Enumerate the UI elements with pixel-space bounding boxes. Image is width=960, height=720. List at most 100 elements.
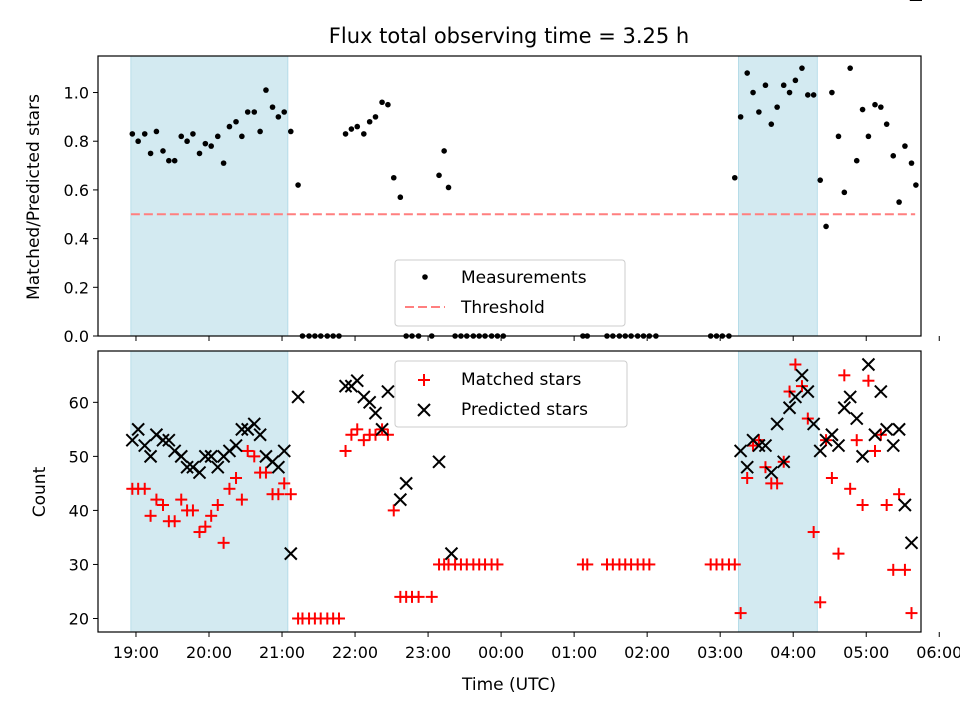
matched-star-point [425, 590, 438, 603]
y-tick-label: 0.0 [64, 327, 89, 346]
measurement-point [348, 126, 355, 132]
y-tick-label: 60 [69, 393, 89, 412]
measurement-point [762, 82, 769, 89]
legend-measurements-label: Measurements [461, 268, 587, 288]
measurement-point [295, 182, 301, 188]
y-tick-label: 0.4 [64, 230, 89, 249]
predicted-star-point [813, 444, 827, 458]
measurement-point [208, 143, 214, 149]
measurement-point [214, 133, 221, 140]
matched-star-point [893, 488, 906, 501]
measurement-point [445, 184, 452, 191]
predicted-star-point [284, 546, 298, 561]
predicted-star-point [770, 417, 784, 431]
predicted-star-point [444, 546, 459, 561]
predicted-star-point [198, 449, 213, 464]
matched-star-point [862, 374, 875, 387]
predicted-star-point [831, 438, 846, 453]
measurement-point [372, 114, 379, 120]
matched-star-point [643, 558, 656, 571]
y-tick-label: 0.6 [64, 181, 89, 200]
measurement-point [287, 128, 294, 135]
measurement-point [865, 133, 872, 140]
predicted-star-point [253, 428, 267, 442]
legend-threshold-label: Threshold [460, 298, 545, 318]
matched-star-point [272, 488, 285, 501]
matched-star-point [814, 596, 827, 609]
matched-star-point [850, 434, 863, 447]
predicted-star-point [211, 460, 225, 474]
shaded-span [130, 55, 289, 337]
measurement-point [902, 143, 908, 149]
matched-star-point [832, 547, 845, 560]
y-tick-label: 1.0 [64, 84, 89, 103]
measurement-point [744, 70, 750, 76]
measurement-point [141, 131, 148, 137]
shaded-span [738, 350, 818, 633]
predicted-star-point [861, 357, 876, 372]
predicted-star-point [399, 476, 413, 491]
figure-title: Flux total observing time = 3.25 h [329, 24, 689, 48]
predicted-star-point [271, 460, 286, 474]
matched-star-point [138, 482, 151, 495]
bottom-axes-frame [97, 350, 922, 633]
top-legend-box [394, 259, 626, 327]
measurement-point [799, 65, 805, 71]
legend-predicted-label: Predicted stars [461, 400, 588, 420]
predicted-star-point [758, 438, 773, 453]
measurement-point [731, 174, 738, 181]
predicted-star-point [733, 444, 748, 458]
measurement-point [835, 133, 842, 140]
shaded-span [130, 350, 289, 633]
matched-star-point [898, 563, 911, 576]
predicted-star-point [892, 422, 906, 437]
top-x-ticks [135, 336, 940, 341]
measurement-point [147, 150, 154, 157]
matched-star-point [230, 471, 243, 484]
bottom-y-axis-label: Count [30, 466, 50, 517]
predicted-star-point [291, 390, 305, 404]
x-tick-label: 23:00 [405, 643, 451, 662]
predicted-star-point [837, 401, 852, 415]
measurement-point [792, 77, 799, 84]
measurement-point [896, 199, 902, 205]
matched-star-point [332, 612, 345, 625]
bottom-y-axis: 20 30 40 50 60 [69, 393, 98, 628]
x-tick-label: 02:00 [624, 643, 670, 662]
matched-star-point [144, 509, 157, 522]
measurement-point [190, 131, 196, 137]
measurement-point [847, 65, 853, 71]
measurement-point [756, 109, 762, 115]
bottom-legend: Matched stars Predicted stars [394, 360, 628, 428]
y-tick-label: 20 [69, 609, 89, 628]
x-tick-label: 04:00 [770, 643, 816, 662]
measurement-point [878, 104, 884, 110]
predicted-star-point [879, 422, 894, 437]
matched-star-point [905, 607, 918, 620]
predicted-star-point [752, 438, 766, 453]
predicted-star-point [806, 417, 821, 431]
measurement-point [859, 106, 866, 113]
measurement-point [166, 157, 172, 164]
predicted-star-point [782, 401, 797, 415]
top-legend: Measurements Threshold [394, 259, 626, 327]
measurement-point [239, 133, 245, 140]
y-tick-label: 30 [69, 555, 89, 574]
measurement-point [275, 114, 282, 120]
matched-star-point [412, 590, 425, 603]
predicted-star-point [162, 433, 176, 447]
measurement-point [872, 101, 878, 108]
x-tick-label: 03:00 [697, 643, 743, 662]
matched-star-point [278, 477, 291, 490]
predicted-star-point [174, 449, 188, 464]
predicted-star-point [131, 422, 145, 437]
predicted-star-point [375, 422, 389, 437]
predicted-star-point [777, 455, 791, 469]
matched-star-point [741, 471, 754, 484]
matched-star-point [284, 488, 297, 501]
matched-star-point [351, 423, 364, 436]
matched-star-point [345, 428, 358, 441]
matched-star-point [241, 444, 254, 457]
measurement-point [354, 123, 361, 130]
